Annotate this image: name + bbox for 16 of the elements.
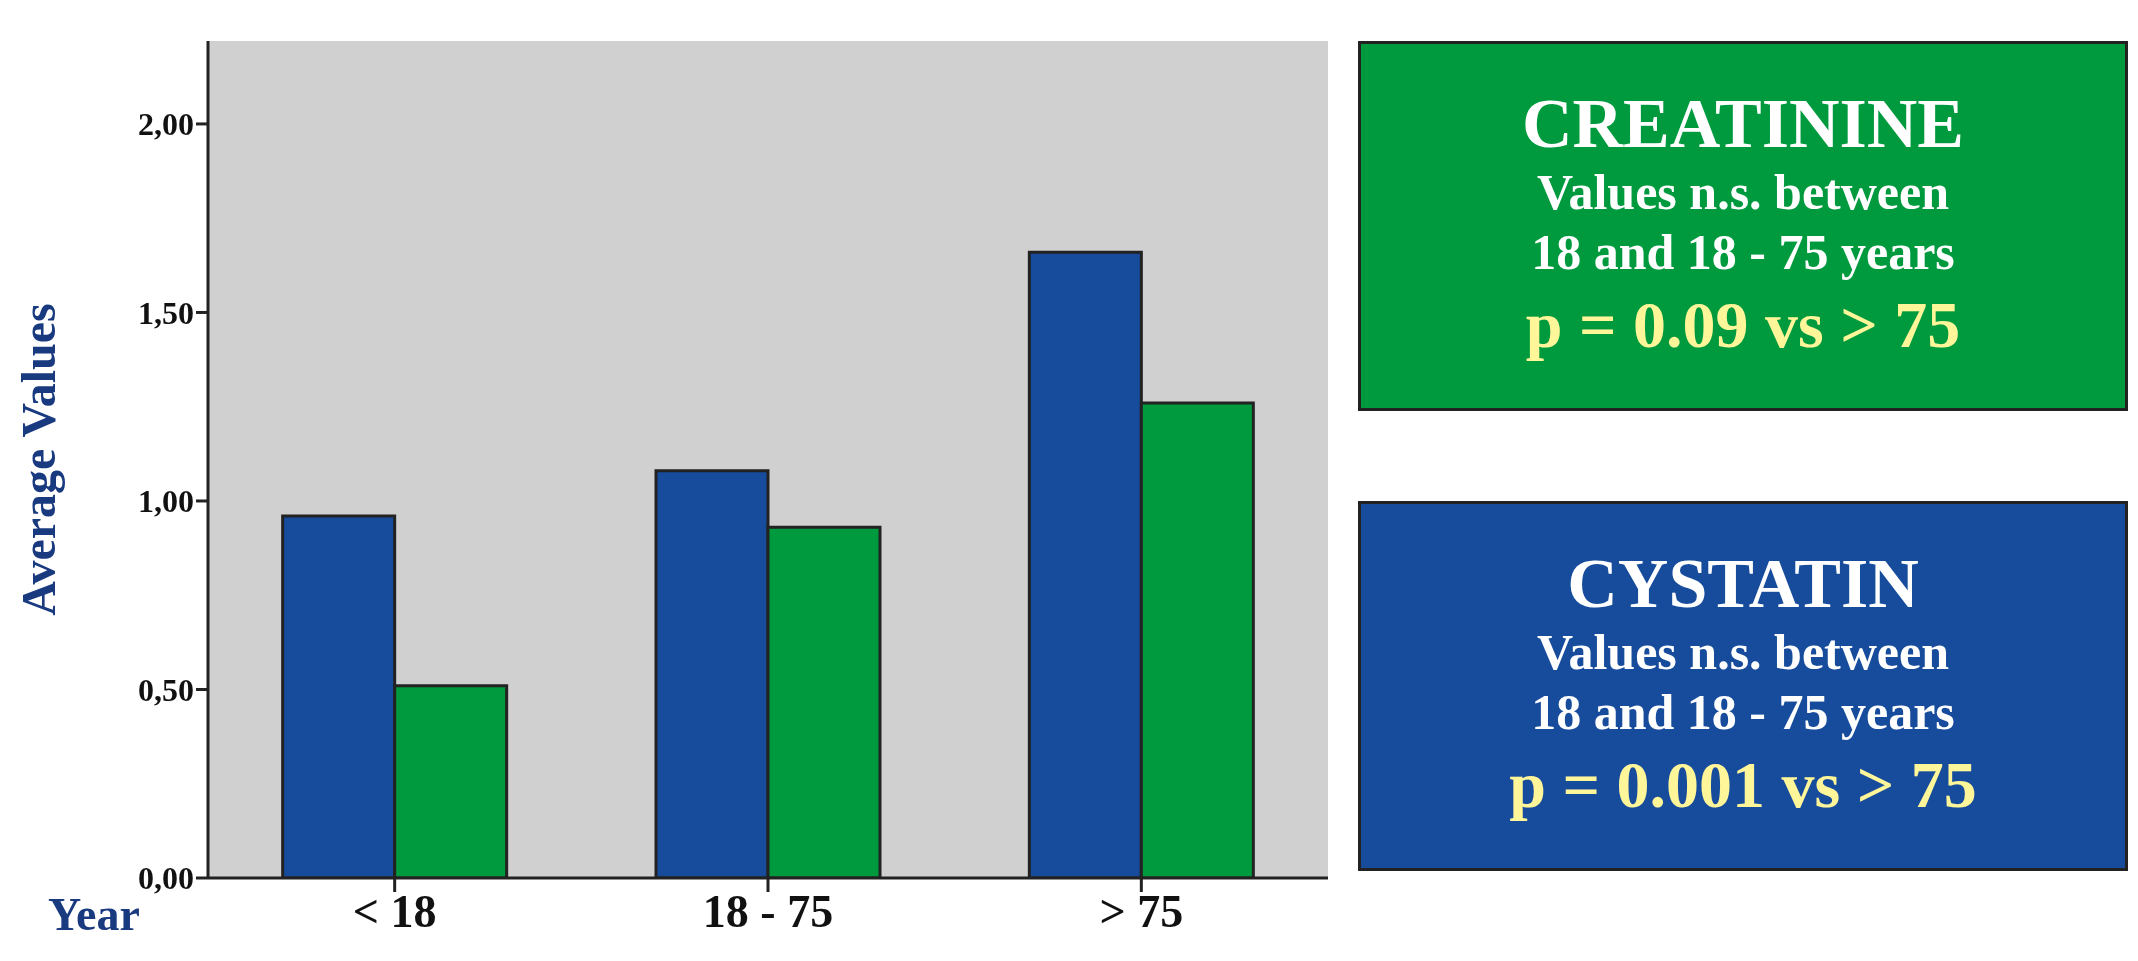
y-tick-label: 0,50 [138, 671, 194, 708]
text: Values n.s. between 18 and 18 - 75 years [1530, 162, 1956, 282]
x-tick-label: 18 - 75 [702, 885, 834, 937]
y-axis-title: Average Values [12, 303, 66, 616]
x-tick-label: > 75 [1099, 885, 1184, 937]
text: CYSTATIN [1566, 544, 1920, 622]
x-axis-title: Year [48, 889, 140, 941]
text: CREATININE [1520, 84, 1966, 162]
text: p = 0.001 vs > 75 [1508, 746, 1978, 823]
y-tick-label: 0,00 [138, 860, 194, 897]
y-tick-label: 1,00 [138, 483, 194, 520]
text: p = 0.09 vs > 75 [1524, 286, 1962, 363]
y-tick-label: 1,50 [138, 294, 194, 331]
text: Values n.s. between 18 and 18 - 75 years [1530, 622, 1956, 742]
y-tick-label: 2,00 [138, 106, 194, 143]
x-tick-label: < 18 [352, 885, 437, 937]
